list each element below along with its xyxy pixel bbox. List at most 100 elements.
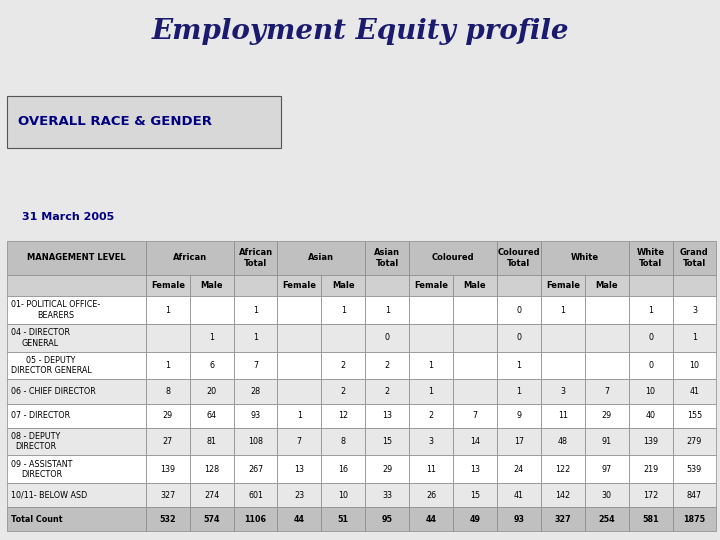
Bar [585, 403, 629, 428]
Bar [146, 275, 189, 296]
Text: African
Total: African Total [238, 248, 273, 268]
Bar [672, 403, 716, 428]
Bar [189, 483, 233, 507]
Text: White: White [571, 253, 599, 262]
Text: 1: 1 [516, 387, 521, 396]
Bar [146, 428, 189, 455]
Text: 41: 41 [514, 491, 524, 500]
Bar [7, 428, 146, 455]
Bar [7, 296, 146, 324]
Bar [233, 352, 277, 380]
Text: 219: 219 [643, 465, 658, 474]
Bar [146, 324, 189, 352]
Text: 0: 0 [516, 333, 521, 342]
Bar [585, 380, 629, 403]
Bar [541, 324, 585, 352]
Bar [365, 483, 409, 507]
Bar [629, 380, 672, 403]
Bar [629, 507, 672, 531]
Bar [7, 455, 146, 483]
Bar [409, 275, 453, 296]
Bar [541, 483, 585, 507]
Bar [321, 380, 365, 403]
Text: 2: 2 [384, 361, 390, 370]
Bar [497, 380, 541, 403]
Text: 48: 48 [558, 437, 568, 446]
Bar [321, 428, 365, 455]
Bar [146, 241, 233, 275]
Text: 15: 15 [470, 491, 480, 500]
Text: 2: 2 [341, 387, 346, 396]
Text: 1: 1 [253, 333, 258, 342]
Bar [365, 241, 409, 275]
Text: 9: 9 [516, 411, 521, 420]
Bar [277, 507, 321, 531]
Text: Female: Female [282, 281, 316, 291]
Text: 327: 327 [160, 491, 176, 500]
Bar [672, 380, 716, 403]
Text: Female: Female [150, 281, 185, 291]
Text: 28: 28 [251, 387, 261, 396]
Bar [541, 296, 585, 324]
Text: 51: 51 [338, 515, 348, 524]
Text: Male: Male [332, 281, 355, 291]
Text: 08 - DEPUTY
DIRECTOR: 08 - DEPUTY DIRECTOR [11, 432, 60, 451]
Text: 1: 1 [384, 306, 390, 315]
Text: 139: 139 [643, 437, 658, 446]
Bar [629, 352, 672, 380]
Text: 97: 97 [601, 465, 612, 474]
Bar [146, 403, 189, 428]
Bar [7, 275, 146, 296]
Text: 1: 1 [428, 387, 433, 396]
Text: 581: 581 [642, 515, 659, 524]
Text: 93: 93 [513, 515, 524, 524]
Bar [146, 483, 189, 507]
Bar [321, 324, 365, 352]
Text: 11: 11 [426, 465, 436, 474]
Bar [365, 380, 409, 403]
Text: 2: 2 [341, 361, 346, 370]
Text: 539: 539 [687, 465, 702, 474]
Text: 0: 0 [648, 333, 653, 342]
Bar [277, 324, 321, 352]
Bar [453, 296, 497, 324]
Text: 93: 93 [251, 411, 261, 420]
Text: 1: 1 [166, 361, 170, 370]
Text: 8: 8 [166, 387, 170, 396]
Text: 1: 1 [209, 333, 214, 342]
Text: 64: 64 [207, 411, 217, 420]
Bar [409, 428, 453, 455]
Text: 0: 0 [648, 361, 653, 370]
Text: Male: Male [595, 281, 618, 291]
Bar [233, 324, 277, 352]
Bar [321, 483, 365, 507]
Bar [629, 428, 672, 455]
Bar [189, 380, 233, 403]
Bar [585, 352, 629, 380]
Bar [453, 455, 497, 483]
Bar [365, 428, 409, 455]
Bar [585, 483, 629, 507]
Bar [541, 275, 585, 296]
Bar [541, 403, 585, 428]
Bar [409, 507, 453, 531]
Text: 7: 7 [604, 387, 609, 396]
Text: 95: 95 [382, 515, 392, 524]
Bar [497, 455, 541, 483]
Text: 1: 1 [648, 306, 653, 315]
Bar [7, 241, 146, 275]
Text: 04 - DIRECTOR
GENERAL: 04 - DIRECTOR GENERAL [11, 328, 70, 348]
Bar [453, 275, 497, 296]
Bar [233, 455, 277, 483]
Bar [277, 455, 321, 483]
Text: 24: 24 [514, 465, 524, 474]
Text: 49: 49 [469, 515, 480, 524]
Bar [233, 428, 277, 455]
Text: 10: 10 [646, 387, 656, 396]
Bar [189, 403, 233, 428]
Bar [189, 296, 233, 324]
Bar [672, 483, 716, 507]
Bar [672, 455, 716, 483]
Bar [629, 403, 672, 428]
Text: 2: 2 [384, 387, 390, 396]
